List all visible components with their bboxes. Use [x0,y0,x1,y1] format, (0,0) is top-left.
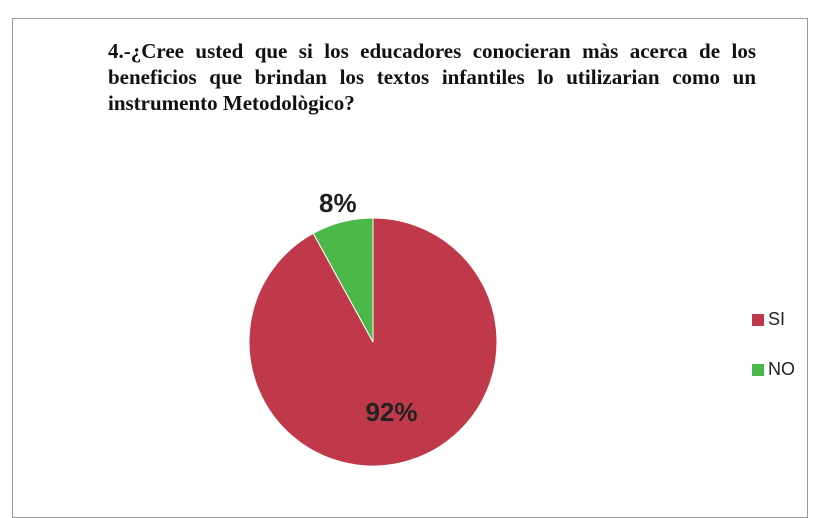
legend-swatch [752,364,764,376]
chart-title: 4.-¿Cree usted que si los educadores con… [108,39,756,115]
legend-swatch [752,314,764,326]
legend-label: SI [768,309,785,329]
legend-label: NO [768,359,795,379]
data-label: 8% [319,188,357,218]
pie-slice [312,217,374,343]
data-label: 92% [365,397,417,427]
